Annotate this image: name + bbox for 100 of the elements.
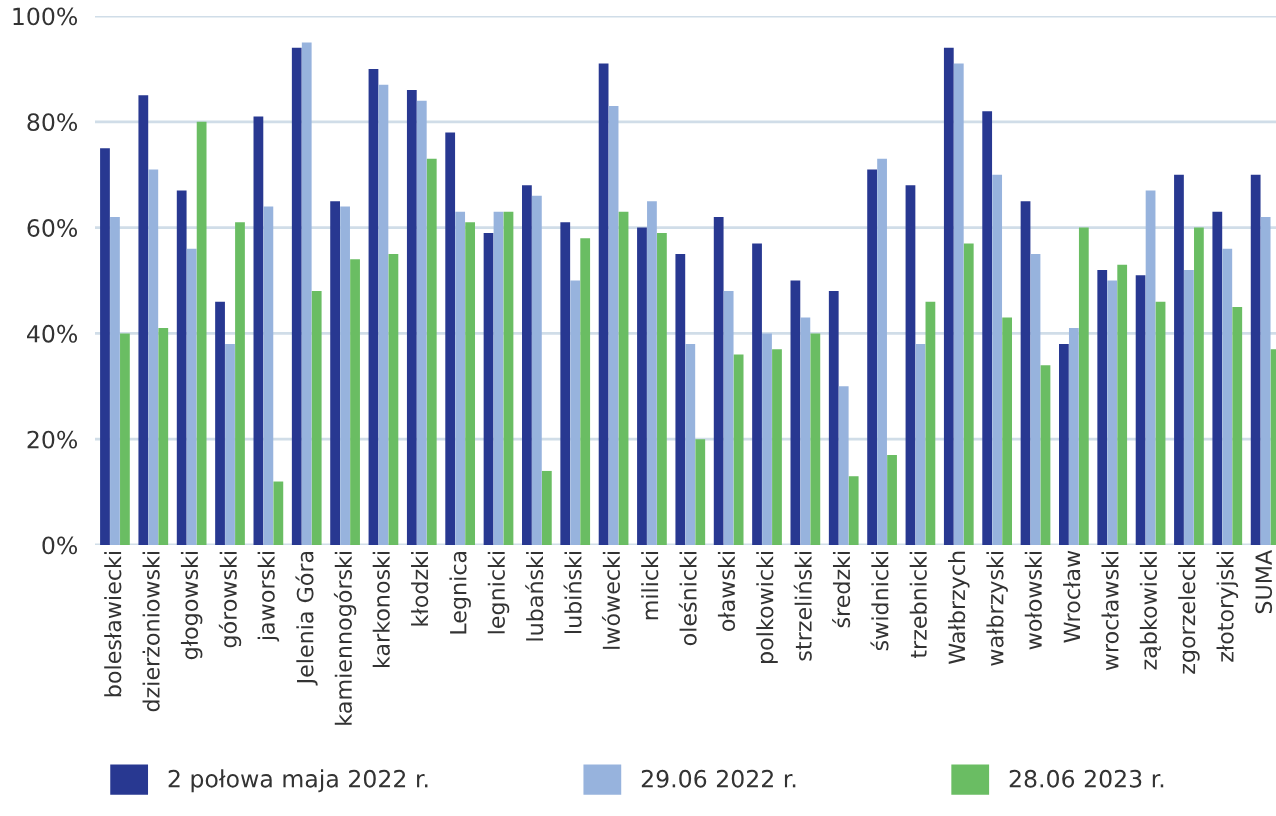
x-tick-label: Jelenia Góra (295, 551, 318, 686)
bar (406, 90, 417, 545)
bar (493, 211, 504, 545)
legend-label: 2 połowa maja 2022 r. (168, 769, 428, 793)
bar (618, 211, 629, 545)
bar (1135, 275, 1146, 545)
bar (426, 158, 437, 545)
bar (340, 206, 350, 545)
bar (1020, 201, 1031, 545)
bar (877, 158, 887, 545)
bar (637, 227, 647, 545)
bar (455, 211, 466, 545)
bar (1222, 248, 1233, 545)
bar (176, 190, 187, 545)
bar (158, 328, 169, 545)
x-tick-label: zgorzelecki (1178, 551, 1200, 674)
bar (1107, 280, 1118, 545)
bar (263, 206, 274, 545)
x-tick-label: Legnica (449, 551, 471, 634)
bar (867, 169, 877, 545)
x-tick-label: karkonoski (372, 551, 390, 668)
bar (522, 185, 532, 545)
bar (1002, 317, 1013, 545)
x-tick-label: SUMA (1255, 550, 1273, 614)
bar (311, 291, 322, 545)
bar (560, 222, 571, 545)
x-tick-label: kamiennogórski (333, 551, 357, 725)
x-tick-label: legnicki (487, 551, 510, 634)
bar (1040, 365, 1051, 545)
bar (723, 291, 734, 545)
bar (790, 280, 801, 545)
bar (943, 47, 954, 545)
bar (1145, 190, 1156, 545)
y-tick-label: 0% (42, 536, 78, 555)
x-tick-label: bolesławiecki (104, 551, 122, 697)
bar (1194, 227, 1204, 545)
x-tick-label: złotoryjski (1216, 551, 1239, 662)
y-tick-label: 60% (27, 219, 78, 237)
bar (570, 280, 581, 545)
bar (838, 386, 849, 545)
bar (713, 217, 724, 545)
bar (465, 222, 476, 545)
x-tick-label: lubiński (563, 551, 582, 634)
legend-label: 28.06 2023 r. (1009, 769, 1164, 788)
bar (445, 132, 456, 545)
bar (657, 232, 667, 545)
bar (378, 84, 389, 545)
x-tick-label: lubański (525, 551, 544, 641)
bar (1250, 174, 1261, 545)
bar (1059, 343, 1069, 545)
bar (953, 63, 964, 545)
x-tick-label: oleśnicki (678, 551, 697, 646)
x-tick-label: świdnicki (870, 551, 889, 651)
bar (148, 169, 159, 545)
x-tick-label: dzierżoniowski (142, 551, 160, 712)
bar (301, 42, 312, 545)
bar (273, 481, 284, 545)
bar (235, 222, 245, 545)
bar (110, 217, 120, 545)
bar (752, 243, 762, 545)
bar (483, 232, 494, 545)
bar (905, 185, 916, 545)
bar (531, 195, 542, 545)
bar (810, 333, 821, 545)
bar (580, 238, 591, 545)
bar (982, 111, 993, 545)
bar (196, 121, 207, 545)
bar (925, 301, 936, 545)
x-tick-label: wołowski (1024, 551, 1042, 650)
bar (1068, 328, 1079, 545)
bar (100, 148, 110, 545)
legend-label: 29.06 2022 r. (641, 769, 796, 788)
bar (120, 333, 130, 545)
x-tick-label: trzebnicki (909, 551, 927, 659)
bar (1184, 269, 1194, 545)
bar (215, 301, 225, 545)
bar (1030, 254, 1041, 545)
bar (915, 343, 926, 545)
x-tick-label: wrocławski (1101, 551, 1119, 671)
x-tick-label: górowski (218, 551, 242, 648)
bar (1117, 264, 1128, 545)
bar (608, 105, 619, 545)
bar (828, 291, 839, 545)
bar (350, 259, 360, 545)
bar (330, 201, 340, 545)
bar (225, 343, 235, 545)
bar (388, 254, 399, 545)
y-tick-label: 80% (27, 113, 78, 132)
bar (887, 455, 897, 545)
bar (186, 248, 197, 545)
bar (848, 476, 859, 545)
bar (733, 354, 744, 545)
bar (138, 95, 149, 545)
bar (541, 470, 552, 545)
x-tick-label: wałbrzyski (986, 551, 1008, 666)
y-tick-label: 20% (27, 430, 78, 449)
bar (598, 63, 609, 545)
x-tick-label: milicki (641, 551, 659, 620)
bar (368, 68, 379, 545)
x-tick-label: strzeliński (793, 551, 812, 661)
